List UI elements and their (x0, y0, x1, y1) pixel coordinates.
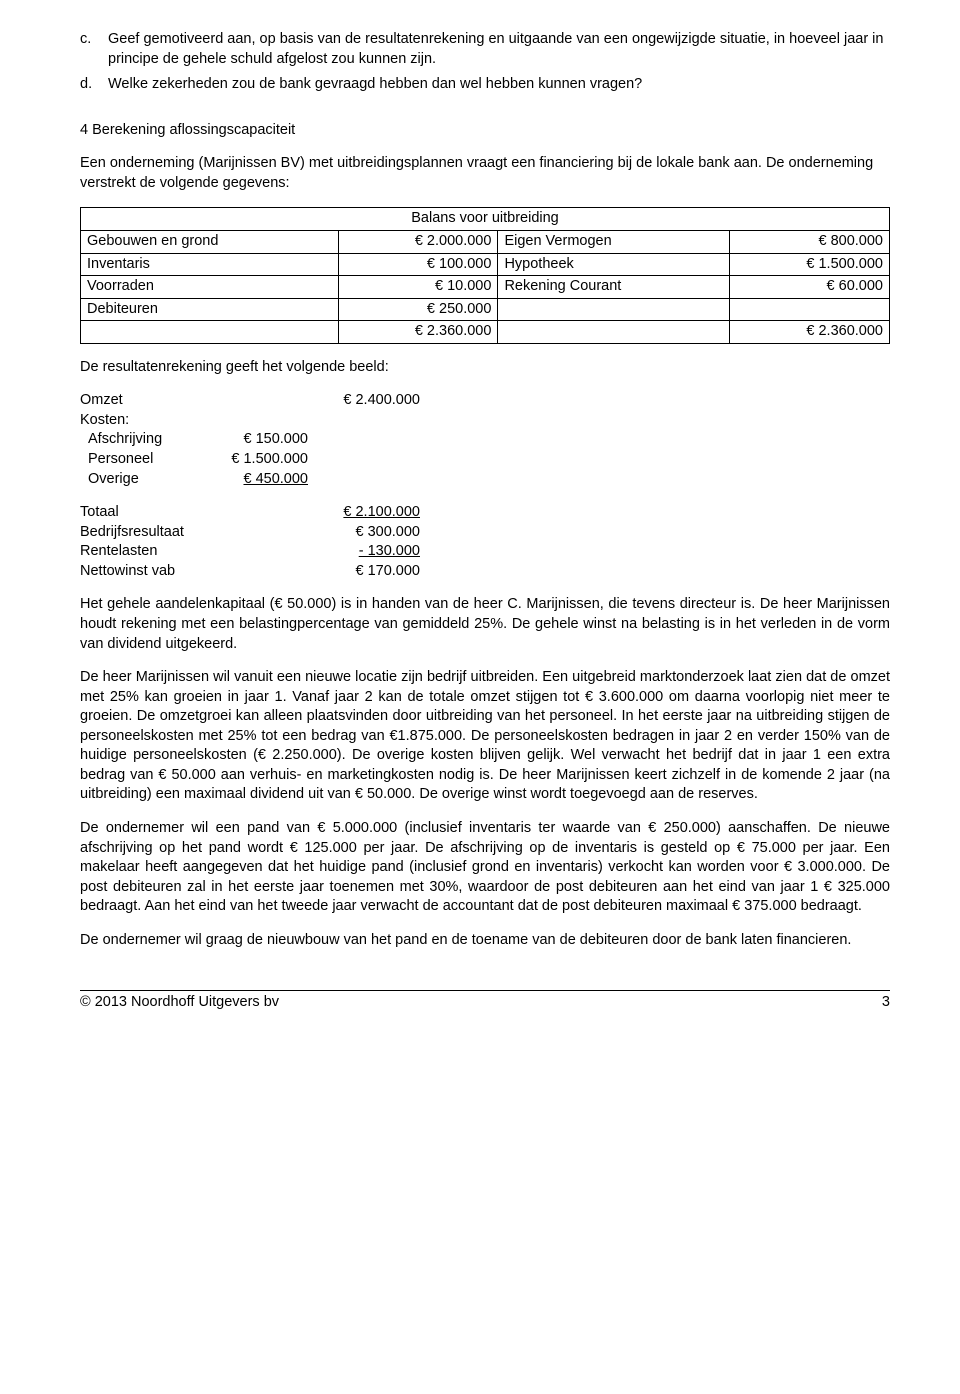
cell-value: € 60.000 (730, 276, 890, 299)
nettowinst-value: € 170.000 (280, 562, 420, 582)
question-c-marker: c. (80, 30, 108, 69)
rentelasten-label: Rentelasten (80, 542, 280, 562)
omzet-label: Omzet (80, 391, 280, 411)
cell-value: € 2.360.000 (338, 321, 498, 344)
cell-label: Inventaris (81, 253, 339, 276)
page-footer: © 2013 Noordhoff Uitgevers bv 3 (80, 990, 890, 1013)
question-c: c. Geef gemotiveerd aan, op basis van de… (80, 30, 890, 69)
question-d: d. Welke zekerheden zou de bank gevraagd… (80, 75, 890, 95)
cell-value (730, 298, 890, 321)
cell-label: Hypotheek (498, 253, 730, 276)
omzet-value: € 2.400.000 (280, 391, 420, 411)
result-intro: De resultatenrekening geeft het volgende… (80, 358, 890, 378)
cell-value: € 2.000.000 (338, 230, 498, 253)
cell-label: Rekening Courant (498, 276, 730, 299)
cell-label: Voorraden (81, 276, 339, 299)
nettowinst-label: Nettowinst vab (80, 562, 280, 582)
cell-value: € 800.000 (730, 230, 890, 253)
afschrijving-value: € 150.000 (198, 430, 308, 450)
section-4-intro: Een onderneming (Marijnissen BV) met uit… (80, 154, 890, 193)
table-row: Inventaris € 100.000 Hypotheek € 1.500.0… (81, 253, 890, 276)
cell-label (81, 321, 339, 344)
totaal-label: Totaal (80, 503, 280, 523)
cell-label: Debiteuren (81, 298, 339, 321)
paragraph-3: De ondernemer wil een pand van € 5.000.0… (80, 819, 890, 917)
cell-label: Gebouwen en grond (81, 230, 339, 253)
balance-caption: Balans voor uitbreiding (81, 208, 890, 231)
overige-label: Overige (80, 470, 198, 490)
totaal-value: € 2.100.000 (280, 503, 420, 523)
kosten-label: Kosten: (80, 411, 280, 431)
paragraph-1: Het gehele aandelenkapitaal (€ 50.000) i… (80, 595, 890, 654)
cell-value: € 2.360.000 (730, 321, 890, 344)
cell-value: € 10.000 (338, 276, 498, 299)
cell-label (498, 298, 730, 321)
table-row: Debiteuren € 250.000 (81, 298, 890, 321)
personeel-value: € 1.500.000 (198, 450, 308, 470)
overige-value: € 450.000 (198, 470, 308, 490)
bedrijfsresultaat-value: € 300.000 (280, 523, 420, 543)
cell-label: Eigen Vermogen (498, 230, 730, 253)
afschrijving-label: Afschrijving (80, 430, 198, 450)
table-row: € 2.360.000 € 2.360.000 (81, 321, 890, 344)
rentelasten-value: - 130.000 (280, 542, 420, 562)
cell-value: € 1.500.000 (730, 253, 890, 276)
bedrijfsresultaat-label: Bedrijfsresultaat (80, 523, 280, 543)
footer-page-number: 3 (882, 993, 890, 1013)
paragraph-4: De ondernemer wil graag de nieuwbouw van… (80, 931, 890, 951)
footer-copyright: © 2013 Noordhoff Uitgevers bv (80, 993, 279, 1013)
section-4-title: 4 Berekening aflossingscapaciteit (80, 121, 890, 141)
question-d-text: Welke zekerheden zou de bank gevraagd he… (108, 75, 642, 95)
income-statement: Omzet € 2.400.000 Kosten: Afschrijving €… (80, 391, 890, 489)
balance-table: Balans voor uitbreiding Gebouwen en gron… (80, 207, 890, 343)
cell-label (498, 321, 730, 344)
question-c-text: Geef gemotiveerd aan, op basis van de re… (108, 30, 890, 69)
cell-value: € 250.000 (338, 298, 498, 321)
cell-value: € 100.000 (338, 253, 498, 276)
table-row: Gebouwen en grond € 2.000.000 Eigen Verm… (81, 230, 890, 253)
income-summary: Totaal € 2.100.000 Bedrijfsresultaat € 3… (80, 503, 890, 581)
paragraph-2: De heer Marijnissen wil vanuit een nieuw… (80, 668, 890, 805)
table-row: Voorraden € 10.000 Rekening Courant € 60… (81, 276, 890, 299)
personeel-label: Personeel (80, 450, 198, 470)
question-d-marker: d. (80, 75, 108, 95)
